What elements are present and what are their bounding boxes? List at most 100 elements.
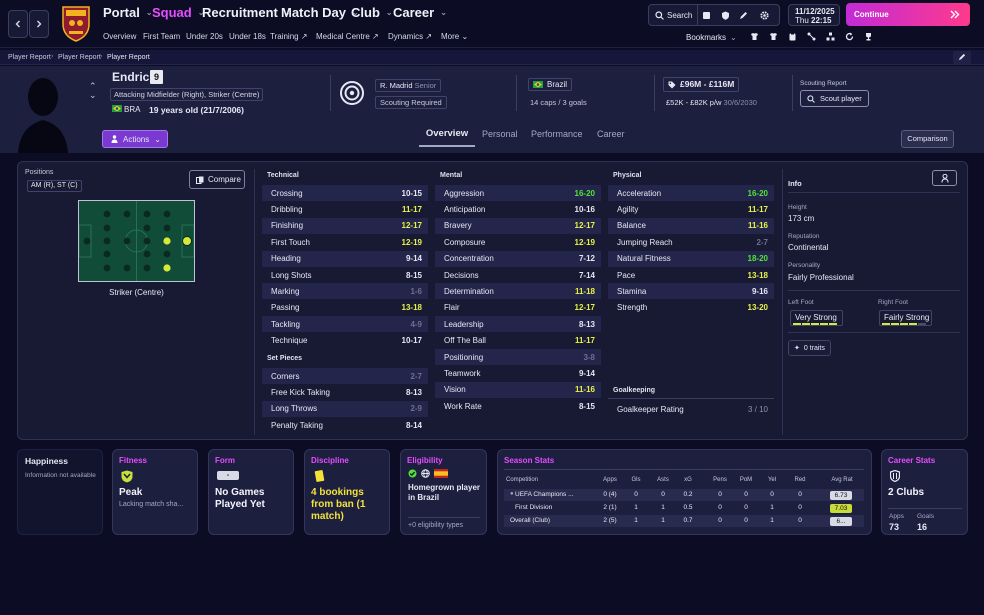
column-header-competition[interactable]: Competition: [506, 477, 539, 483]
attribute-row[interactable]: Agility 11-17: [608, 201, 774, 217]
attribute-row[interactable]: First Touch 12-19: [262, 234, 428, 250]
attribute-row[interactable]: Leadership 8-13: [435, 316, 601, 333]
attribute-row[interactable]: Finishing 12-17: [262, 217, 428, 234]
nation-badge[interactable]: Brazil: [528, 78, 573, 91]
attribute-row[interactable]: Vision 11-16: [435, 381, 601, 398]
nav-club[interactable]: Club ⌄: [351, 5, 393, 20]
attribute-row[interactable]: Teamwork 9-14: [435, 365, 601, 381]
attribute-row[interactable]: Anticipation 10-16: [435, 201, 601, 217]
attribute-row[interactable]: Stamina 9-16: [608, 283, 774, 300]
subnav-under-18s[interactable]: Under 18s: [229, 32, 266, 41]
subnav-medical-centre[interactable]: Medical Centre ↗: [316, 32, 379, 41]
nav-career[interactable]: Career ⌄: [393, 5, 447, 20]
tab-career[interactable]: Career: [597, 129, 625, 139]
trophy-icon[interactable]: [864, 32, 873, 41]
player-switcher[interactable]: ⌃ ⌄: [89, 82, 97, 100]
pen-icon[interactable]: [739, 11, 748, 20]
forward-button[interactable]: [29, 10, 49, 38]
subnav-first-team[interactable]: First Team: [143, 32, 181, 41]
table-cell-competition[interactable]: First Division: [515, 504, 553, 511]
attribute-row[interactable]: Crossing 10-15: [262, 185, 428, 201]
column-header-yellow[interactable]: Yel: [767, 477, 777, 483]
column-header-goals[interactable]: Gls: [631, 477, 641, 483]
tab-personal[interactable]: Personal: [482, 129, 518, 139]
nav-match-day[interactable]: Match Day ⌄: [281, 5, 359, 20]
attribute-row[interactable]: Acceleration 16-20: [608, 185, 774, 201]
comparison-button[interactable]: Comparison: [901, 130, 954, 148]
compare-button[interactable]: Compare: [189, 170, 245, 189]
column-header-apps[interactable]: Apps: [603, 477, 617, 483]
subnav-dynamics[interactable]: Dynamics ↗: [388, 32, 433, 41]
attribute-row[interactable]: Heading 9-14: [262, 250, 428, 267]
breadcrumb-item[interactable]: Player Report: [58, 54, 101, 61]
subnav-more[interactable]: More ⌄: [441, 32, 469, 41]
column-header-assists[interactable]: Asts: [657, 477, 669, 483]
attribute-row[interactable]: Balance 11-16: [608, 217, 774, 234]
column-header-red[interactable]: Red: [794, 477, 806, 483]
attribute-row[interactable]: Technique 10-17: [262, 333, 428, 349]
season-stats-card[interactable]: Season Stats Competition Apps Gls Asts xG Pen…: [497, 449, 872, 535]
discipline-card[interactable]: Discipline 4 bookings from ban (1 match): [304, 449, 390, 535]
attribute-row[interactable]: Pace 13-18: [608, 267, 774, 283]
attribute-row[interactable]: Jumping Reach 2-7: [608, 234, 774, 250]
attribute-row[interactable]: Flair 12-17: [435, 300, 601, 316]
info-person-button[interactable]: [932, 170, 957, 186]
attribute-row[interactable]: Bravery 12-17: [435, 217, 601, 234]
chevron-down-icon[interactable]: ⌄: [89, 90, 97, 100]
subnav-under-20s[interactable]: Under 20s: [186, 32, 223, 41]
form-card[interactable]: Form - No Games Played Yet: [208, 449, 294, 535]
tactics-icon[interactable]: [807, 32, 816, 41]
nav-squad[interactable]: Squad ⌄: [152, 5, 205, 20]
attribute-row[interactable]: Corners 2-7: [262, 368, 428, 384]
gear-icon[interactable]: [760, 11, 769, 20]
shield-icon[interactable]: [721, 11, 730, 20]
attribute-row[interactable]: Natural Fitness 18-20: [608, 250, 774, 267]
attribute-row[interactable]: Passing 13-18: [262, 300, 428, 316]
attribute-row[interactable]: Concentration 7-12: [435, 250, 601, 267]
tab-performance[interactable]: Performance: [531, 129, 583, 139]
column-header-pom[interactable]: PoM: [739, 477, 753, 483]
attribute-row[interactable]: Goalkeeper Rating 3 / 10: [608, 401, 774, 417]
refresh-icon[interactable]: [845, 32, 854, 41]
attribute-row[interactable]: Tackling 4-9: [262, 316, 428, 333]
attribute-row[interactable]: Long Throws 2-9: [262, 400, 428, 417]
club-crest-icon[interactable]: [61, 4, 91, 42]
traits-pill[interactable]: ✦ 0 traits: [788, 340, 831, 356]
scout-player-button[interactable]: Scout player: [800, 90, 869, 107]
column-header-xg[interactable]: xG: [684, 477, 692, 483]
shirt-icon[interactable]: [769, 32, 778, 41]
clipboard-icon[interactable]: [788, 32, 797, 41]
happiness-card[interactable]: Happiness Information not available: [17, 449, 103, 535]
subnav-overview[interactable]: Overview: [103, 32, 137, 41]
attribute-row[interactable]: Marking 1-6: [262, 283, 428, 300]
search-button[interactable]: Search: [655, 11, 692, 20]
subnav-training[interactable]: Training ↗: [270, 32, 308, 41]
nav-portal[interactable]: Portal ⌄: [103, 5, 153, 20]
inbox-icon[interactable]: [702, 11, 711, 20]
nav-recruitment[interactable]: Recruitment ⌄: [202, 5, 291, 20]
back-button[interactable]: [8, 10, 28, 38]
attribute-row[interactable]: Free Kick Taking 8-13: [262, 384, 428, 400]
kit-icon[interactable]: [750, 32, 759, 41]
attribute-row[interactable]: Strength 13-20: [608, 300, 774, 316]
fitness-card[interactable]: Fitness Peak Lacking match sha...: [112, 449, 198, 535]
career-stats-card[interactable]: Career Stats 2 Clubs Apps 73 Goals 16: [881, 449, 968, 535]
attribute-row[interactable]: Long Shots 8-15: [262, 267, 428, 283]
tab-overview[interactable]: Overview: [419, 128, 475, 147]
bookmarks-dropdown[interactable]: Bookmarks ⌄: [686, 33, 737, 42]
breadcrumb-item[interactable]: Player Report: [8, 54, 51, 61]
club-name[interactable]: R. Madrid: [380, 81, 413, 90]
attribute-row[interactable]: Determination 11-18: [435, 283, 601, 300]
attribute-row[interactable]: Work Rate 8-15: [435, 398, 601, 414]
attribute-row[interactable]: Decisions 7-14: [435, 267, 601, 283]
edit-button[interactable]: [953, 51, 971, 64]
table-row[interactable]: [504, 515, 864, 527]
hierarchy-icon[interactable]: [826, 32, 835, 41]
attribute-row[interactable]: Aggression 16-20: [435, 185, 601, 201]
date-widget[interactable]: 11/12/2025 Thu 22:15: [788, 4, 840, 26]
eligibility-more[interactable]: +0 eligibility types: [408, 522, 464, 529]
table-row[interactable]: [504, 489, 864, 501]
column-header-avg-rating[interactable]: Avg Rat: [831, 477, 853, 483]
attribute-row[interactable]: Penalty Taking 8-14: [262, 417, 428, 433]
attribute-row[interactable]: Off The Ball 11-17: [435, 333, 601, 349]
